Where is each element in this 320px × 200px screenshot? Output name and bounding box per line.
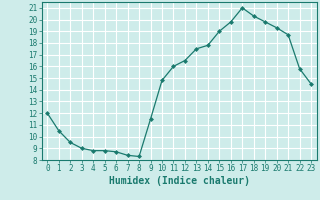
X-axis label: Humidex (Indice chaleur): Humidex (Indice chaleur) <box>109 176 250 186</box>
